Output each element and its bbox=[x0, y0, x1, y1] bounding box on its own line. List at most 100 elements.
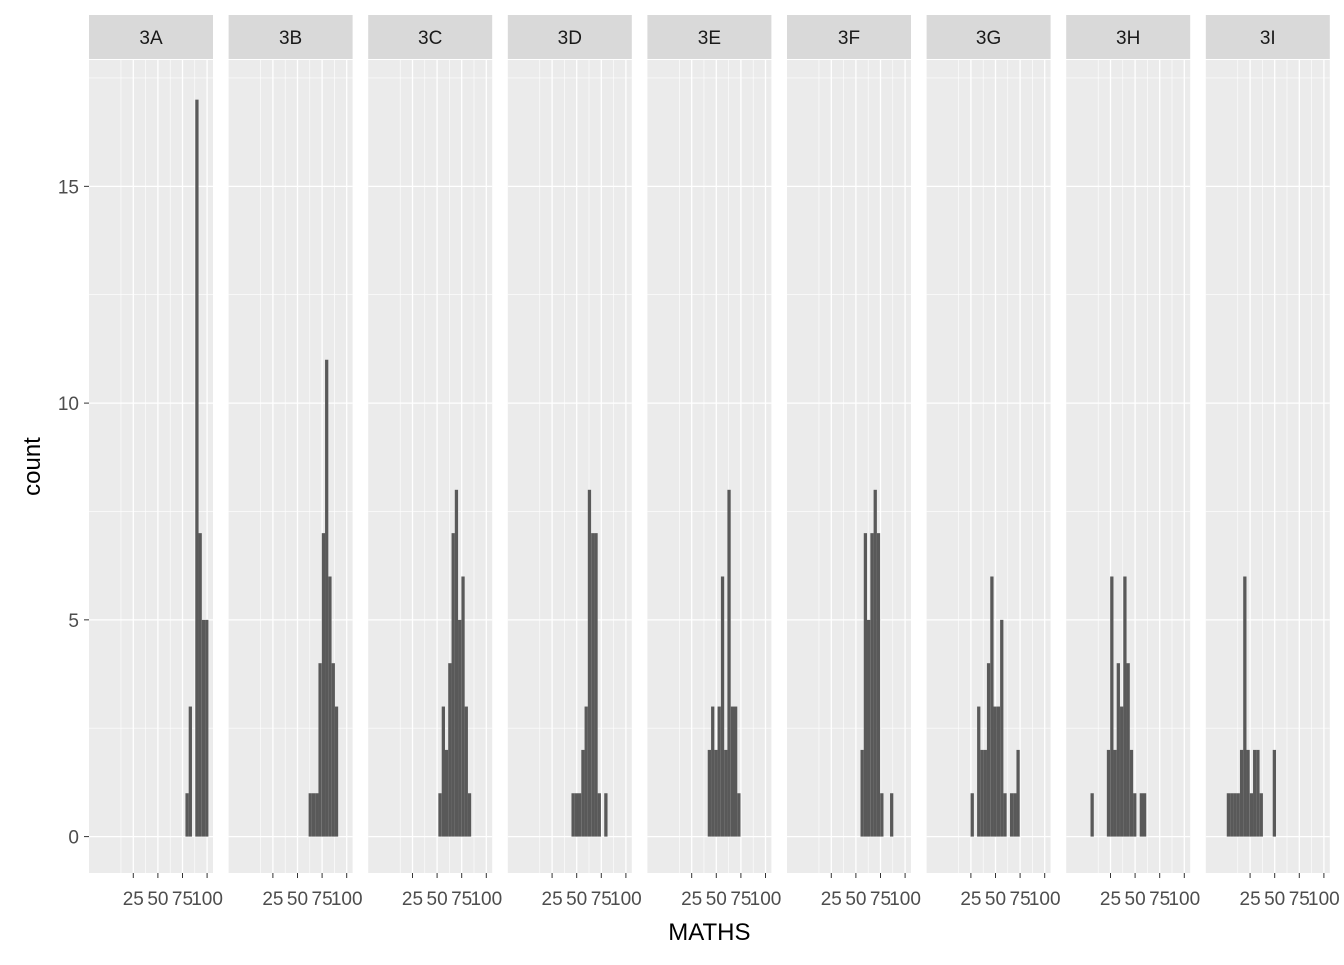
histogram-bar bbox=[334, 706, 339, 837]
histogram-bar bbox=[311, 793, 316, 837]
histogram-bar bbox=[1110, 576, 1114, 837]
facet-panel bbox=[368, 60, 493, 873]
x-tick-label: 75 bbox=[172, 889, 193, 910]
facet-strip bbox=[1066, 15, 1191, 59]
histogram-bar bbox=[730, 706, 735, 837]
facet-strip bbox=[368, 15, 493, 59]
histogram-bar bbox=[707, 749, 712, 837]
x-tick-label: 100 bbox=[470, 889, 502, 910]
histogram-bar bbox=[1246, 749, 1250, 837]
histogram-bar bbox=[188, 706, 192, 837]
histogram-bar bbox=[325, 359, 329, 837]
x-tick-label: 50 bbox=[1264, 889, 1285, 910]
histogram-bar bbox=[711, 706, 715, 837]
histogram-bar bbox=[734, 706, 738, 837]
histogram-bar bbox=[1233, 793, 1237, 837]
histogram-bar bbox=[863, 533, 868, 837]
x-tick-label: 75 bbox=[870, 889, 891, 910]
y-tick-label: 5 bbox=[68, 611, 79, 632]
facet-strip bbox=[1205, 15, 1330, 59]
histogram-bar bbox=[1016, 749, 1020, 837]
facet-panel bbox=[647, 60, 772, 873]
x-tick-label: 50 bbox=[566, 889, 587, 910]
x-tick-label: 50 bbox=[985, 889, 1006, 910]
x-tick-label: 25 bbox=[1100, 889, 1121, 910]
histogram-bar bbox=[591, 533, 595, 837]
histogram-bar bbox=[720, 576, 725, 837]
x-tick-label: 25 bbox=[821, 889, 842, 910]
histogram-bar bbox=[448, 663, 452, 837]
histogram-bar bbox=[201, 619, 206, 837]
histogram-bar bbox=[870, 533, 874, 837]
histogram-bar bbox=[1009, 793, 1014, 837]
histogram-bar bbox=[890, 793, 894, 837]
histogram-bar bbox=[1106, 749, 1111, 837]
histogram-bar bbox=[1133, 793, 1137, 837]
x-tick-label: 75 bbox=[1149, 889, 1170, 910]
x-tick-label: 100 bbox=[610, 889, 642, 910]
histogram-bar bbox=[714, 749, 718, 837]
y-tick-label: 15 bbox=[58, 177, 79, 198]
x-tick-label: 50 bbox=[147, 889, 168, 910]
histogram-bar bbox=[1123, 576, 1127, 837]
facet-label: 3I bbox=[1260, 28, 1276, 49]
histogram-bar bbox=[464, 706, 468, 837]
histogram-bar bbox=[441, 706, 445, 837]
histogram-bar bbox=[986, 663, 991, 837]
x-tick-label: 25 bbox=[123, 889, 144, 910]
y-tick-label: 0 bbox=[68, 828, 79, 849]
histogram-bar bbox=[318, 663, 322, 837]
facet-label: 3D bbox=[558, 28, 582, 49]
histogram-bar bbox=[724, 749, 728, 837]
histogram-bar bbox=[458, 619, 462, 837]
histogram-bar bbox=[727, 489, 731, 837]
histogram-bar bbox=[461, 576, 465, 837]
facet-label: 3E bbox=[698, 28, 721, 49]
facet-strip bbox=[507, 15, 632, 59]
histogram-bar bbox=[1259, 793, 1263, 837]
histogram-bar bbox=[1226, 793, 1231, 837]
histogram-bar bbox=[584, 706, 588, 837]
x-tick-label: 100 bbox=[750, 889, 782, 910]
x-tick-label: 25 bbox=[262, 889, 283, 910]
x-tick-label: 75 bbox=[451, 889, 472, 910]
facet-label: 3G bbox=[976, 28, 1001, 49]
histogram-bar bbox=[328, 576, 332, 837]
x-tick-label: 25 bbox=[402, 889, 423, 910]
histogram-bar bbox=[1126, 663, 1130, 837]
x-tick-label: 50 bbox=[287, 889, 308, 910]
histogram-bar bbox=[321, 533, 326, 837]
histogram-bar bbox=[1243, 576, 1247, 837]
histogram-bar bbox=[571, 793, 575, 837]
facet-strip bbox=[89, 15, 213, 59]
x-tick-label: 50 bbox=[427, 889, 448, 910]
x-tick-label: 100 bbox=[191, 889, 223, 910]
x-tick-label: 75 bbox=[591, 889, 612, 910]
histogram-bar bbox=[198, 533, 202, 837]
histogram-bar bbox=[717, 706, 721, 837]
histogram-bar bbox=[1116, 663, 1120, 837]
histogram-bar bbox=[205, 619, 209, 837]
y-tick-label: 10 bbox=[58, 394, 79, 415]
histogram-bar bbox=[438, 793, 442, 837]
facet-panel bbox=[787, 60, 911, 873]
histogram-bar bbox=[1013, 793, 1017, 837]
histogram-bar bbox=[444, 749, 449, 837]
facet-label: 3H bbox=[1116, 28, 1140, 49]
histogram-bar bbox=[1113, 749, 1117, 837]
histogram-bar bbox=[185, 793, 189, 837]
histogram-bar bbox=[577, 793, 582, 837]
x-tick-label: 25 bbox=[542, 889, 563, 910]
x-tick-label: 75 bbox=[1010, 889, 1031, 910]
x-tick-label: 25 bbox=[960, 889, 981, 910]
x-tick-label: 75 bbox=[312, 889, 333, 910]
histogram-bar bbox=[977, 706, 981, 837]
facet-label: 3C bbox=[418, 28, 442, 49]
histogram-bar bbox=[1139, 793, 1143, 837]
histogram-bar bbox=[880, 793, 884, 837]
histogram-bar bbox=[451, 533, 455, 837]
histogram-bar bbox=[574, 793, 578, 837]
histogram-bar bbox=[594, 533, 598, 837]
histogram-bar bbox=[1000, 619, 1004, 837]
